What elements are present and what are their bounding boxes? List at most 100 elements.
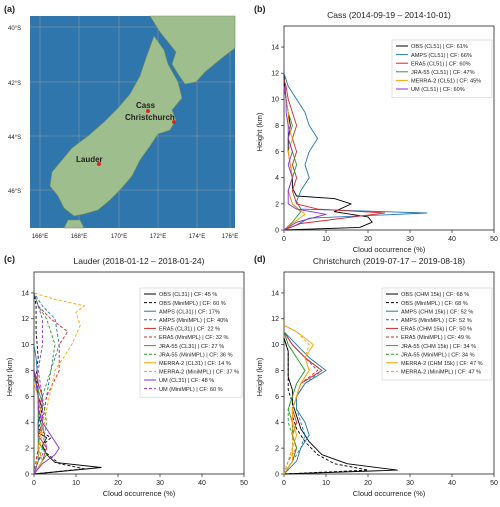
legend-box <box>139 287 243 398</box>
plot-frame <box>283 271 495 475</box>
map-site-markers <box>97 109 176 166</box>
panel-c: (c) Lauder (2018-01-12 – 2018-01-24) 0 10 2… <box>4 254 248 498</box>
x-axis-label: Cloud occurrence (%) <box>103 489 176 498</box>
series-line-11 <box>33 370 60 475</box>
x-tick-label: 20 <box>114 480 122 487</box>
y-tick-label: 4 <box>275 175 279 182</box>
panel-label-c: (c) <box>4 254 15 264</box>
legend-entry: JRA-55 (CL31) | CF: 27 % <box>159 344 224 350</box>
y-tick-label: 10 <box>21 342 29 349</box>
lon-label: 168°E <box>71 234 87 240</box>
y-axis-label: Height (km) <box>5 357 14 396</box>
legend-entry: JRA-55 (MiniMPL) | CF: 34 % <box>401 352 475 358</box>
legend-entry: MERRA-2 (MiniMPL) | CF: 47 % <box>401 370 481 376</box>
y-tick-label: 4 <box>275 420 279 427</box>
x-tick-label: 30 <box>406 480 414 487</box>
place-label-lauder: Lauder <box>76 155 103 164</box>
legend-entry: UM (CL51) | CF: 60% <box>411 87 465 93</box>
legend-entry: OBS (MiniMPL) | CF: 60 % <box>159 301 226 307</box>
series-line-1 <box>283 338 398 475</box>
x-tick-label: 30 <box>406 236 414 243</box>
y-tick-label: 10 <box>271 97 279 104</box>
legend-entry: AMPS (CL31) | CF: 17% <box>159 309 220 315</box>
series-line-3 <box>283 79 386 231</box>
series-line-3 <box>283 331 327 475</box>
map-land-south <box>49 35 183 217</box>
legend-entry: UM (CL31) | CF: 48 % <box>159 378 214 384</box>
legend-entry: UM (MiniMPL) | CF: 60 % <box>159 387 223 393</box>
legend-entry: AMPS (CHM 15k) | CF: 52 % <box>401 309 473 315</box>
series-line-6 <box>283 86 327 231</box>
x-tick-label: 0 <box>282 480 286 487</box>
chart-title: Christchurch (2019-07-17 – 2019-08-18) <box>313 256 465 266</box>
plot-frame <box>283 25 495 231</box>
x-tick-label: 10 <box>322 236 330 243</box>
panel-a: (a) Cass Christchurch Lauder 40°S 42°S 4… <box>4 4 238 240</box>
x-tick-label: 30 <box>156 480 164 487</box>
y-tick-label: 8 <box>25 368 29 375</box>
legend-entry: ERA5 (MiniMPL) | CF: 49 % <box>401 335 471 341</box>
y-tick-label: 14 <box>271 44 279 51</box>
series-line-5 <box>283 331 323 475</box>
legend-entry: AMPS (CL51) | CF: 66% <box>411 53 472 59</box>
x-tick-label: 10 <box>322 480 330 487</box>
site-marker-lauder <box>97 162 101 166</box>
legend-entry: ERA5 (CL31) | CF: 22 % <box>159 327 220 333</box>
series-line-12 <box>33 292 48 475</box>
place-label-christchurch: Christchurch <box>125 113 175 122</box>
legend-entry: ERA5 (CHM 15k) | CF: 50 % <box>401 327 472 333</box>
x-tick-label: 0 <box>32 480 36 487</box>
y-tick-label: 8 <box>275 123 279 130</box>
y-tick-label: 2 <box>25 446 29 453</box>
place-label-cass: Cass <box>136 101 156 110</box>
y-tick-label: 0 <box>275 471 279 478</box>
series-line-5 <box>283 86 306 231</box>
legend-entry: MERRA-2 (CL31) | CF: 14 % <box>159 361 231 367</box>
series-line-2 <box>283 73 428 231</box>
y-tick-label: 6 <box>275 394 279 401</box>
y-tick-label: 14 <box>21 290 29 297</box>
y-tick-label: 10 <box>271 342 279 349</box>
y-tick-label: 8 <box>275 368 279 375</box>
y-tick-label: 12 <box>271 316 279 323</box>
x-tick-label: 50 <box>490 236 498 243</box>
site-marker-christchurch <box>172 120 176 124</box>
series-line-10 <box>283 324 310 475</box>
lon-label: 166°E <box>32 234 48 240</box>
lat-label: 42°S <box>8 81 21 87</box>
legend-entry: MERRA-2 (MiniMPL) | CF: 37 % <box>159 370 239 376</box>
series-line-8 <box>283 331 306 475</box>
panel-b: (b) Cass (2014-09-19 – 2014-10-01)0 10 20 3… <box>254 4 498 254</box>
legend-entry: AMPS (MiniMPL) | CF: 40% <box>159 318 228 324</box>
x-tick-label: 0 <box>282 236 286 243</box>
series-line-8 <box>33 292 56 475</box>
x-tick-label: 40 <box>448 236 456 243</box>
x-tick-label: 50 <box>240 480 248 487</box>
panel-label-a: (a) <box>4 4 15 14</box>
lon-label: 172°E <box>150 234 166 240</box>
chart-b: Cass (2014-09-19 – 2014-10-01)0 10 20 30 40 5… <box>255 10 498 254</box>
legend-entry: OBS (CL51) | CF: 61% <box>411 44 468 50</box>
series-line-7 <box>33 376 48 475</box>
y-tick-label: 6 <box>275 149 279 156</box>
series-line-4 <box>33 292 60 475</box>
panel-d: (d) Christchurch (2019-07-17 – 2019-08-1… <box>254 254 498 498</box>
lon-label: 170°E <box>111 234 127 240</box>
x-axis-label: Cloud occurrence (%) <box>353 245 426 254</box>
site-marker-cass <box>146 109 150 113</box>
series-line-3 <box>33 344 39 475</box>
y-tick-label: 2 <box>275 446 279 453</box>
series-line-1 <box>283 73 373 231</box>
legend-entry: JRA-55 (MiniMPL) | CF: 36 % <box>159 352 233 358</box>
legend-entry: ERA5 (CL51) | CF: 60% <box>411 61 471 67</box>
panel-label-d: (d) <box>254 254 266 264</box>
y-tick-label: 0 <box>25 471 29 478</box>
x-tick-label: 20 <box>364 236 372 243</box>
legend-entry: MERRA-2 (CHM 15k) | CF: 47 % <box>401 361 483 367</box>
legend-box <box>391 39 493 98</box>
series-line-2 <box>283 338 369 475</box>
lon-label: 174°E <box>189 234 205 240</box>
lat-label: 46°S <box>8 189 21 195</box>
y-tick-label: 0 <box>275 227 279 234</box>
